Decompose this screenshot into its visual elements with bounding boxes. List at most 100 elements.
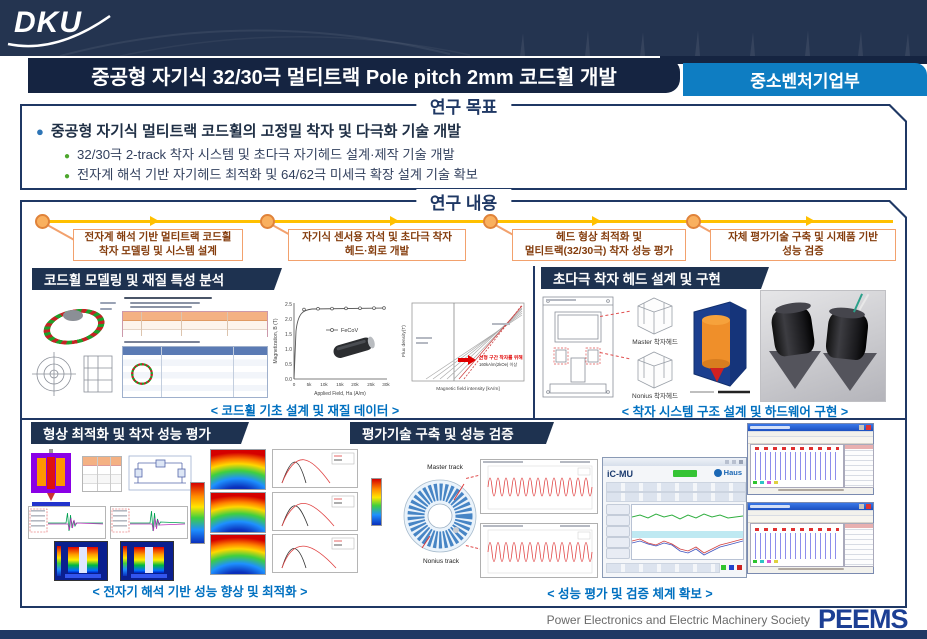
svg-text:5k: 5k xyxy=(307,382,313,387)
timeline-arrow-icon xyxy=(390,216,399,226)
minimize-icon[interactable] xyxy=(725,460,729,464)
bottom-bar xyxy=(0,630,927,639)
spec-tables-figure xyxy=(122,296,268,398)
side-button[interactable] xyxy=(606,526,630,537)
status-red xyxy=(737,565,742,570)
svg-text:0.0: 0.0 xyxy=(285,377,292,383)
svg-text:15k: 15k xyxy=(336,382,344,387)
caption-optimization: < 전자기 해석 기반 성능 향상 및 최적화 > xyxy=(92,585,308,599)
side-button[interactable] xyxy=(606,537,630,548)
field-heatmap-figure xyxy=(210,492,266,533)
mag-chart-ylabel: Magnetization, B (T) xyxy=(273,318,279,363)
horizontal-divider xyxy=(22,418,905,420)
svg-text:2.5: 2.5 xyxy=(285,302,292,308)
agency-label: 중소벤처기업부 xyxy=(750,72,860,91)
svg-text:0: 0 xyxy=(293,382,296,387)
svg-text:25k: 25k xyxy=(367,382,375,387)
caption-evaluation: < 성능 평가 및 검증 체계 확보 > xyxy=(547,587,713,601)
timeline-arrow-icon xyxy=(806,216,815,226)
close-icon[interactable] xyxy=(739,460,743,464)
side-button[interactable] xyxy=(606,504,630,515)
scope-window-nonius xyxy=(747,502,874,574)
polar-field-plot-figure xyxy=(403,479,477,553)
caption-codewheel: < 코드휠 기초 설계 및 재질 데이터 > xyxy=(210,404,400,418)
fecov-rod-image xyxy=(333,336,375,358)
goal-main-bullet: ● 중공형 자기식 멀티트랙 코드휠의 고정밀 착자 및 다극화 기술 개발 xyxy=(36,123,461,140)
timeline-label-2: 자기식 센서용 자석 및 초다극 착자 헤드·회로 개발 xyxy=(288,229,466,261)
nonius-head-wireframe xyxy=(637,351,673,389)
data-table xyxy=(844,523,874,567)
sine-signal-plot xyxy=(480,459,598,514)
header-decoration xyxy=(59,29,910,56)
timeline-label-3: 헤드 형상 최적화 및 멀티트랙(32/30극) 착자 성능 평가 xyxy=(512,229,686,261)
codewheel-3d-figure xyxy=(34,300,118,350)
software-name: iC-MU xyxy=(607,469,633,479)
dku-logo-swoosh xyxy=(7,14,111,48)
timeline-milestone-dot xyxy=(260,214,275,229)
color-scale-bar xyxy=(371,478,382,526)
main-title: 중공형 자기식 32/30극 멀티트랙 Pole pitch 2mm 코드휠 개… xyxy=(91,67,617,89)
demag-annotation-2: 160kA/m(2kOe) 이상 xyxy=(479,361,517,368)
close-icon[interactable] xyxy=(866,425,871,430)
peems-logo: PEEMS xyxy=(818,604,909,634)
timeline-milestone-dot xyxy=(35,214,50,229)
polar-master-label: Master track xyxy=(427,464,463,471)
waveform-plot-figure xyxy=(28,506,106,539)
color-scale-bar xyxy=(190,482,205,544)
scope-window-master xyxy=(747,423,874,495)
tab-bar[interactable] xyxy=(606,492,746,502)
svg-text:1.5: 1.5 xyxy=(285,332,292,338)
toolbar[interactable] xyxy=(748,516,873,523)
polar-nonius-label: Nonius track xyxy=(422,558,460,565)
svg-text:FeCoV: FeCoV xyxy=(341,328,358,334)
timeline-arrow-icon xyxy=(592,216,601,226)
status-blue xyxy=(729,565,734,570)
master-head-wireframe xyxy=(637,297,673,335)
timeline-milestone-dot xyxy=(483,214,498,229)
mag-chart-legend: FeCoV xyxy=(326,328,358,334)
magnetization-chart: 0.0 0.5 1.0 1.5 2.0 2.5 0 5k 10k 15k 20k… xyxy=(273,302,390,397)
agency-badge: 중소벤처기업부 xyxy=(683,63,927,96)
menu-bar[interactable] xyxy=(748,510,873,516)
demag-xlabel: Magnetic field intensity [kA/m] xyxy=(436,386,499,392)
data-table xyxy=(844,444,874,488)
svg-text:20k: 20k xyxy=(351,382,359,387)
goal-sub-bullet-2: ● 전자계 해석 기반 자기헤드 최적화 및 64/62극 미세극 확장 설계 기… xyxy=(64,167,478,182)
annotation-arrow-icon xyxy=(458,355,476,365)
toolbar[interactable] xyxy=(748,437,873,444)
bullet-dot-icon: ● xyxy=(64,151,71,162)
timeline-arrow-icon xyxy=(150,216,159,226)
maximize-icon[interactable] xyxy=(859,504,864,509)
bottom-button-row[interactable] xyxy=(606,563,720,573)
fem-field-plot-figure xyxy=(120,541,174,581)
side-button[interactable] xyxy=(606,548,630,559)
codewheel-drawing-figure xyxy=(32,352,113,396)
svg-text:0.5: 0.5 xyxy=(285,362,292,368)
panel-badge-evaluation: 평가기술 구축 및 성능 검증 xyxy=(350,422,554,444)
side-button[interactable] xyxy=(606,515,630,526)
svg-text:10k: 10k xyxy=(320,382,328,387)
panel-badge-optimization: 형상 최적화 및 착자 성능 평가 xyxy=(31,422,249,444)
svg-text:30k: 30k xyxy=(382,382,390,387)
toolbar[interactable] xyxy=(606,482,746,492)
svg-text:2.0: 2.0 xyxy=(285,317,292,323)
field-heatmap-figure xyxy=(210,449,266,490)
dku-logo: DKU xyxy=(7,6,111,48)
bullet-dot-icon: ● xyxy=(64,171,71,182)
maximize-icon[interactable] xyxy=(859,425,864,430)
menu-bar[interactable] xyxy=(748,431,873,437)
field-heatmap-figure xyxy=(210,534,266,575)
demagnetization-chart: 선형 구간 착자를 위해 160kA/m(2kOe) 이상 Flux densi… xyxy=(401,302,525,392)
close-icon[interactable] xyxy=(866,504,871,509)
connect-button[interactable] xyxy=(673,470,697,477)
vertical-divider xyxy=(533,266,535,418)
maximize-icon[interactable] xyxy=(732,460,736,464)
agency-tab-strip xyxy=(660,56,927,64)
waveform-area xyxy=(750,444,844,488)
comparison-line-chart xyxy=(272,449,358,488)
fem-cross-section-figure xyxy=(31,449,71,507)
fem-field-plot-figure xyxy=(54,541,108,581)
svg-text:1.0: 1.0 xyxy=(285,347,292,353)
status-green xyxy=(721,565,726,570)
